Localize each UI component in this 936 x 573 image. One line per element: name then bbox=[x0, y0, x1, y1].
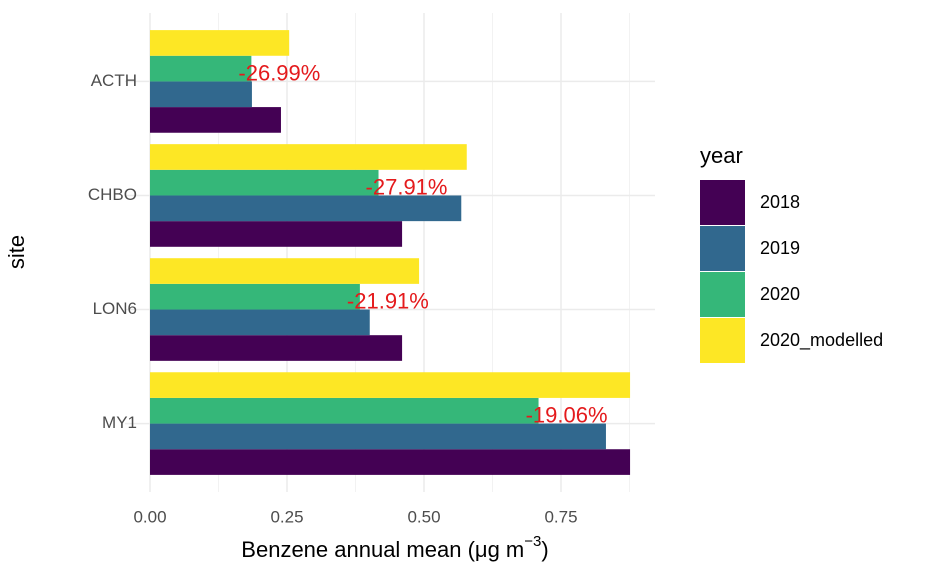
y-axis-title: site bbox=[4, 235, 29, 269]
bar bbox=[149, 221, 403, 247]
legend-label: 2019 bbox=[760, 238, 800, 258]
y-tick-label: ACTH bbox=[91, 71, 137, 90]
bar bbox=[149, 195, 462, 222]
bar bbox=[149, 30, 290, 56]
legend-label: 2020 bbox=[760, 284, 800, 304]
bar bbox=[149, 449, 631, 475]
bar bbox=[149, 81, 252, 108]
legend-swatch bbox=[700, 180, 745, 225]
x-tick-label: 0.75 bbox=[544, 507, 577, 526]
x-tick-label: 0.25 bbox=[270, 507, 303, 526]
change-label: -19.06% bbox=[526, 403, 608, 428]
legend-swatch bbox=[700, 318, 745, 363]
plot-panel bbox=[125, 13, 655, 492]
x-title-superscript: −3 bbox=[524, 533, 541, 550]
legend-title: year bbox=[700, 143, 743, 168]
y-tick-label: CHBO bbox=[88, 185, 137, 204]
bar bbox=[149, 335, 403, 361]
x-title-suffix: ) bbox=[541, 537, 548, 562]
bar bbox=[149, 169, 379, 196]
y-tick-label: LON6 bbox=[93, 299, 137, 318]
bar bbox=[149, 107, 281, 133]
bar bbox=[149, 144, 467, 170]
change-label: -27.91% bbox=[366, 174, 448, 199]
bar bbox=[149, 55, 252, 82]
legend-label: 2018 bbox=[760, 192, 800, 212]
bar bbox=[149, 258, 420, 284]
change-label: -21.91% bbox=[347, 289, 429, 314]
legend-swatch bbox=[700, 272, 745, 317]
legend-swatch bbox=[700, 226, 745, 271]
x-tick-label: 0.00 bbox=[133, 507, 166, 526]
x-tick-label: 0.50 bbox=[407, 507, 440, 526]
bar bbox=[149, 309, 370, 336]
bar bbox=[149, 283, 360, 310]
bar bbox=[149, 397, 539, 424]
legend-label: 2020_modelled bbox=[760, 330, 883, 351]
change-label: -26.99% bbox=[238, 60, 320, 85]
bar bbox=[149, 372, 631, 398]
x-axis-title: Benzene annual mean (μg m−3) bbox=[241, 533, 548, 562]
x-title-text: Benzene annual mean (μg m bbox=[241, 537, 524, 562]
y-tick-label: MY1 bbox=[102, 413, 137, 432]
bar bbox=[149, 423, 606, 450]
